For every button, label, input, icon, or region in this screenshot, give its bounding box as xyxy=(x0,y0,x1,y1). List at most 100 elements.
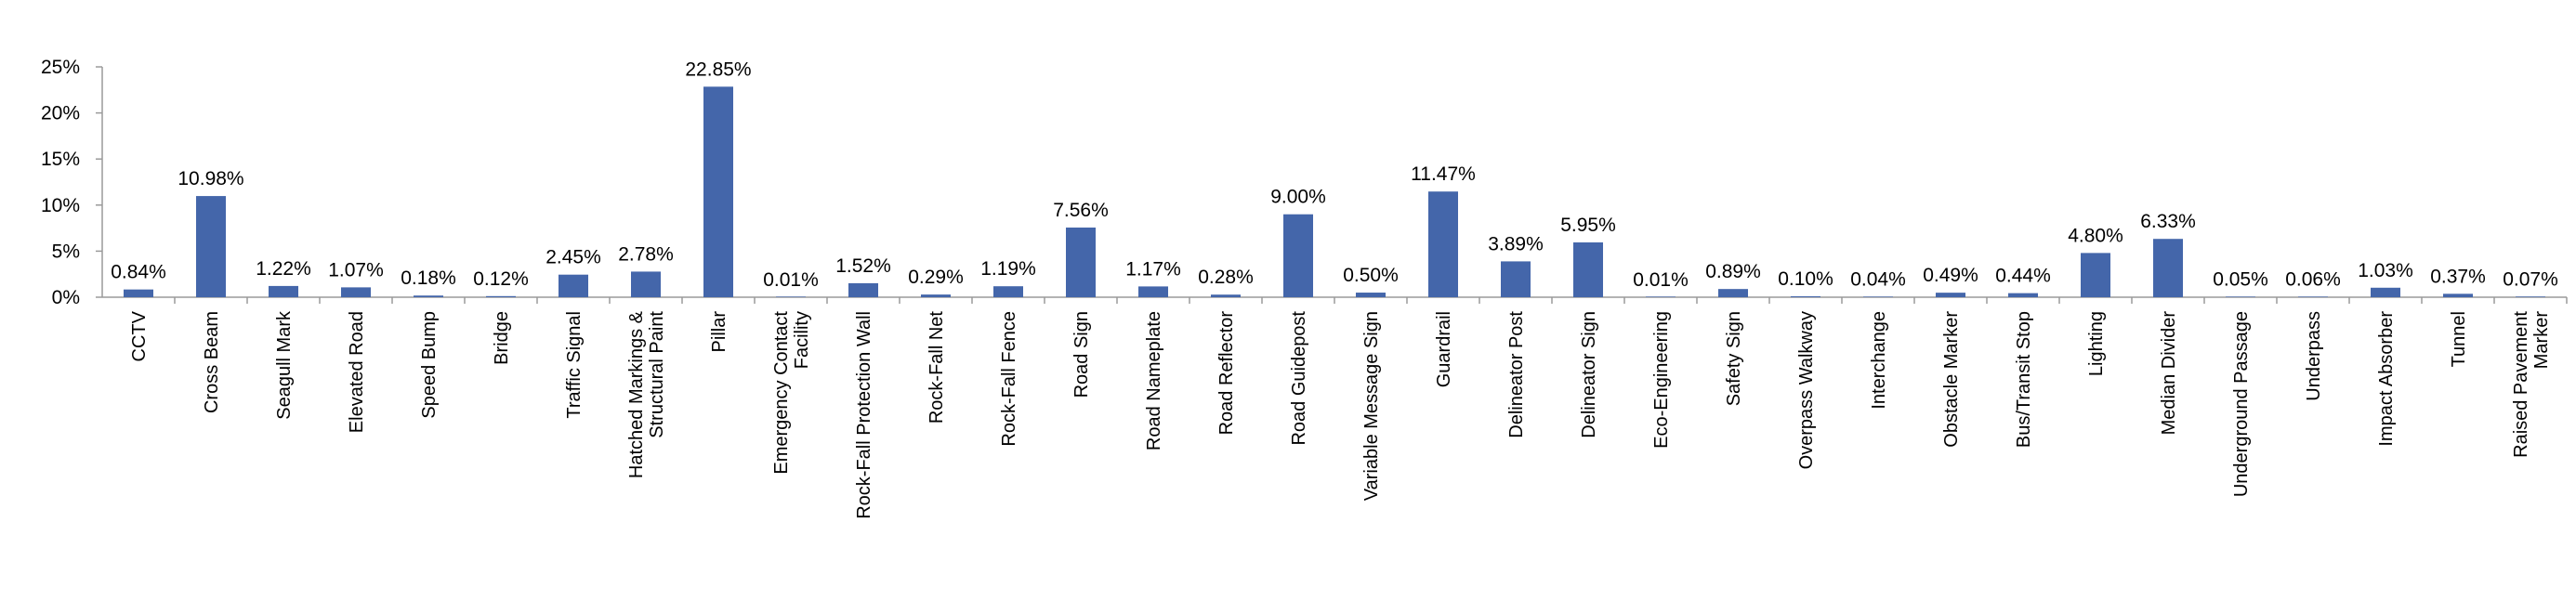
bar xyxy=(1356,293,1386,297)
bar xyxy=(631,271,661,297)
category-label: Road Reflector xyxy=(1216,311,1237,436)
bar xyxy=(1718,289,1748,297)
category-label: Underpass xyxy=(2304,311,2324,401)
category-label: Bridge xyxy=(492,311,512,365)
data-label: 0.84% xyxy=(111,262,166,283)
category-label: Overpass Walkway xyxy=(1796,311,1817,469)
bar xyxy=(559,274,588,297)
category-label: Obstacle Marker xyxy=(1941,311,1962,448)
data-label: 0.18% xyxy=(401,267,456,289)
category-label-line: Pillar xyxy=(709,311,729,353)
category-label-line: Raised Pavement xyxy=(2511,311,2531,458)
data-label: 0.50% xyxy=(1343,265,1399,286)
category-label-line: Interchange xyxy=(1869,311,1889,410)
category-label-line: Delineator Sign xyxy=(1579,311,1599,438)
bar xyxy=(1138,286,1168,297)
category-label-line: Variable Message Sign xyxy=(1361,311,1382,501)
bar xyxy=(848,282,878,297)
category-label: Rock-Fall Net xyxy=(927,311,947,424)
category-label: Rock-Fall Fence xyxy=(999,311,1019,447)
category-label: CCTV xyxy=(129,310,150,361)
data-label: 0.01% xyxy=(763,269,819,291)
data-label: 9.00% xyxy=(1270,187,1326,208)
data-label: 0.29% xyxy=(908,267,964,288)
bar xyxy=(1573,241,1603,297)
bar xyxy=(1501,261,1531,297)
category-label-line: Elevated Road xyxy=(347,311,367,433)
data-label: 0.07% xyxy=(2503,268,2558,290)
category-label-line: Delineator Post xyxy=(1506,311,1527,438)
category-label-line: Rock-Fall Net xyxy=(927,311,947,424)
bar xyxy=(414,295,443,297)
category-label-line: CCTV xyxy=(129,310,150,361)
category-label-line: Guardrail xyxy=(1434,311,1454,387)
category-label-line: Cross Beam xyxy=(202,311,222,413)
category-label: Rock-Fall Protection Wall xyxy=(854,311,874,519)
data-label: 10.98% xyxy=(177,168,243,189)
category-label-line: Facility xyxy=(792,311,812,369)
data-label: 3.89% xyxy=(1488,233,1544,254)
data-label: 0.06% xyxy=(2285,268,2341,290)
category-label-line: Road Sign xyxy=(1071,311,1092,398)
category-label-line: Overpass Walkway xyxy=(1796,311,1817,469)
category-label-line: Bus/Transit Stop xyxy=(2014,311,2034,448)
bar xyxy=(776,296,806,297)
category-label: Delineator Sign xyxy=(1579,311,1599,438)
data-label: 0.49% xyxy=(1923,265,1978,286)
category-label: Bus/Transit Stop xyxy=(2014,311,2034,448)
bar xyxy=(196,196,226,297)
category-label: Guardrail xyxy=(1434,311,1454,387)
category-label-line: Rock-Fall Protection Wall xyxy=(854,311,874,519)
data-label: 11.47% xyxy=(1411,163,1476,185)
y-tick-label: 10% xyxy=(41,195,80,216)
data-label: 1.17% xyxy=(1125,258,1181,280)
data-label: 1.03% xyxy=(2358,260,2413,281)
category-label-line: Median Divider xyxy=(2159,311,2179,436)
category-label: Traffic Signal xyxy=(564,311,585,419)
category-label-line: Underground Passage xyxy=(2231,311,2252,497)
category-label: Delineator Post xyxy=(1506,311,1527,438)
data-labels: 0.84% 10.98% 1.22% 1.07% 0.18% 0.12% 2.45% 2.78… xyxy=(111,59,2558,291)
category-label: Variable Message Sign xyxy=(1361,311,1382,501)
data-label: 0.89% xyxy=(1705,261,1761,282)
category-label: Road Guidepost xyxy=(1289,311,1309,446)
data-label: 2.45% xyxy=(545,247,601,268)
category-label-line: Obstacle Marker xyxy=(1941,311,1962,448)
data-label: 0.37% xyxy=(2430,266,2486,287)
data-label: 2.78% xyxy=(618,243,674,265)
bar xyxy=(1791,296,1820,297)
data-label: 1.19% xyxy=(980,258,1036,280)
bars xyxy=(124,86,2545,297)
category-label-line: Seagull Mark xyxy=(274,310,295,420)
category-label: Road Sign xyxy=(1071,311,1092,398)
bar xyxy=(2516,296,2545,297)
category-label-line: Underpass xyxy=(2304,311,2324,401)
bar xyxy=(1646,296,1676,297)
category-label: Road Nameplate xyxy=(1144,311,1164,450)
category-label-line: Safety Sign xyxy=(1724,311,1744,406)
data-label: 0.12% xyxy=(473,268,529,290)
category-label: Cross Beam xyxy=(202,311,222,413)
category-label-line: Structural Paint xyxy=(647,311,667,438)
data-label: 4.80% xyxy=(2068,225,2123,246)
bar xyxy=(703,86,733,297)
category-label: Interchange xyxy=(1869,311,1889,410)
data-label: 0.10% xyxy=(1778,268,1833,290)
category-label-line: Impact Absorber xyxy=(2376,311,2397,447)
category-label: Emergency ContactFacility xyxy=(771,311,812,475)
bar xyxy=(2153,239,2183,297)
category-label-line: Rock-Fall Fence xyxy=(999,311,1019,447)
category-label: Lighting xyxy=(2086,311,2107,376)
x-axis xyxy=(102,296,2568,304)
category-label: Speed Bump xyxy=(419,311,440,419)
bar xyxy=(2443,293,2473,297)
data-label: 1.52% xyxy=(835,255,891,277)
data-label: 22.85% xyxy=(685,59,751,80)
category-labels: CCTV Cross Beam Seagull Mark Elevated Road S… xyxy=(129,310,2552,519)
category-label-line: Eco-Engineering xyxy=(1651,311,1672,449)
y-axis: 0% 5% 10% 15% 20% 25% xyxy=(41,57,103,308)
category-label-line: Marker xyxy=(2531,311,2552,370)
category-label-line: Tunnel xyxy=(2449,311,2469,367)
data-label: 0.01% xyxy=(1633,269,1689,291)
